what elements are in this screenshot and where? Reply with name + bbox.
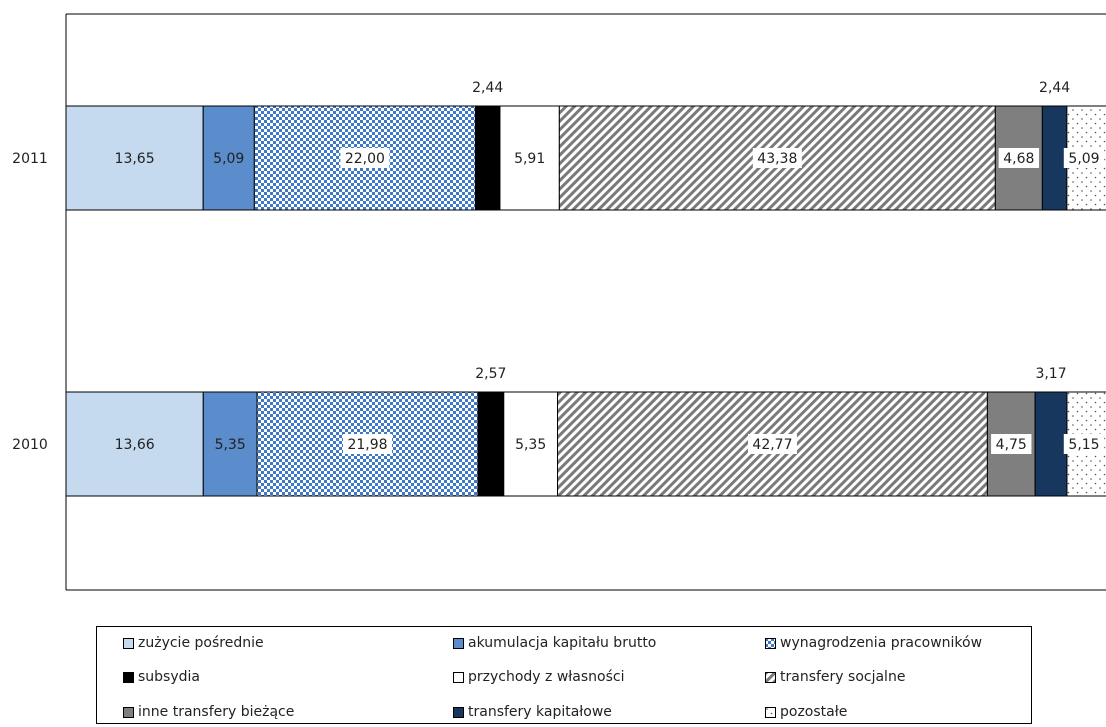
legend-label: wynagrodzenia pracowników (780, 635, 983, 651)
legend-swatch-subsydia (123, 671, 134, 683)
data-label-2011-przychody-z-wlasnosci: 5,91 (514, 151, 545, 167)
data-label-2010-zuzycie-posrednie: 13,66 (115, 437, 155, 453)
bar-2011-subsydia (474, 105, 501, 211)
data-label-bg-2011-wynagrodzenia-pracownikow (340, 148, 390, 168)
legend-item-wynagrodzenia-pracownikow: wynagrodzenia pracowników (765, 635, 982, 651)
data-label-2011-akumulacja-kapitalu-brutto: 5,09 (213, 151, 244, 167)
legend-swatch-akumulacja-kapitalu-brutto (453, 637, 464, 649)
legend-swatch-inne-transfery-biezace (123, 706, 134, 718)
data-label-2010-akumulacja-kapitalu-brutto: 5,35 (215, 437, 246, 453)
legend-label: przychody z własności (468, 669, 625, 685)
legend-swatch-transfery-socjalne (765, 671, 776, 683)
data-label-2010-pozostale: 5,15 (1068, 437, 1099, 453)
data-label-2011-transfery-kapitalowe: 2,44 (1039, 80, 1070, 96)
legend-label: subsydia (138, 669, 200, 685)
data-label-2011-wynagrodzenia-pracownikow: 22,00 (345, 151, 385, 167)
bar-2010-przychody-z-wlasnosci (503, 391, 559, 497)
data-label-bg-2010-inne-transfery-biezace (991, 434, 1032, 454)
legend-item-transfery-socjalne: transfery socjalne (765, 669, 905, 685)
data-label-2010-wynagrodzenia-pracownikow: 21,98 (347, 437, 387, 453)
bar-2010-zuzycie-posrednie (66, 391, 204, 497)
bar-2010-akumulacja-kapitalu-brutto (202, 391, 258, 497)
legend-label: zużycie pośrednie (138, 635, 264, 651)
legend-swatch-transfery-kapitalowe (453, 706, 464, 718)
legend-item-transfery-kapitalowe: transfery kapitałowe (453, 704, 612, 720)
data-label-2011-zuzycie-posrednie: 13,65 (115, 151, 155, 167)
legend-label: inne transfery bieżące (138, 704, 295, 720)
data-label-2011-transfery-socjalne: 43,38 (757, 151, 797, 167)
legend-swatch-zuzycie-posrednie (123, 637, 134, 649)
legend-item-przychody-z-wlasnosci: przychody z własności (453, 669, 624, 685)
bar-2011-przychody-z-wlasnosci (499, 105, 560, 211)
legend-swatch-wynagrodzenia-pracownikow (765, 637, 776, 649)
category-label-2010: 2010 (12, 437, 48, 453)
bar-2011-akumulacja-kapitalu-brutto (202, 105, 255, 211)
bar-2011-zuzycie-posrednie (66, 105, 204, 211)
legend-item-subsydia: subsydia (123, 669, 200, 685)
legend-label: transfery kapitałowe (468, 704, 612, 720)
data-label-2010-inne-transfery-biezace: 4,75 (996, 437, 1027, 453)
legend-swatch-pozostale (765, 706, 776, 718)
legend-label: akumulacja kapitału brutto (468, 635, 657, 651)
data-label-bg-2010-wynagrodzenia-pracownikow (343, 434, 392, 454)
data-label-bg-2011-inne-transfery-biezace (998, 148, 1040, 168)
data-label-bg-2011-pozostale (1063, 148, 1105, 168)
data-label-2010-transfery-kapitalowe: 3,17 (1035, 366, 1066, 382)
chart: 13,65 5,09 22,00 2,44 5,91 43,38 4,68 2,44 5,09 1… (12, 13, 1106, 591)
category-label-2011: 2011 (12, 151, 48, 167)
legend-item-inne-transfery-biezace: inne transfery bieżące (123, 704, 294, 720)
bar-2010-subsydia (477, 391, 505, 497)
data-label-2011-subsydia: 2,44 (472, 80, 503, 96)
legend-item-pozostale: pozostałe (765, 704, 847, 720)
data-label-bg-2010-pozostale (1063, 434, 1105, 454)
data-label-2010-przychody-z-wlasnosci: 5,35 (515, 437, 546, 453)
data-label-2011-pozostale: 5,09 (1068, 151, 1099, 167)
legend-swatch-przychody-z-wlasnosci (453, 671, 464, 683)
bar-2010-transfery-kapitalowe (1034, 391, 1068, 497)
legend-item-zuzycie-posrednie: zużycie pośrednie (123, 635, 264, 651)
legend-label: pozostałe (780, 704, 848, 720)
data-label-bg-2011-transfery-socjalne (752, 148, 802, 168)
legend-label: transfery socjalne (780, 669, 906, 685)
legend-item-akumulacja-kapitalu-brutto: akumulacja kapitału brutto (453, 635, 656, 651)
data-label-2011-inne-transfery-biezace: 4,68 (1003, 151, 1034, 167)
legend: zużycie pośrednie akumulacja kapitału bru… (96, 626, 1032, 724)
data-label-bg-2010-transfery-socjalne (747, 434, 797, 454)
data-label-2010-subsydia: 2,57 (475, 366, 506, 382)
bar-2011-transfery-kapitalowe (1041, 105, 1068, 211)
data-label-2010-transfery-socjalne: 42,77 (752, 437, 792, 453)
